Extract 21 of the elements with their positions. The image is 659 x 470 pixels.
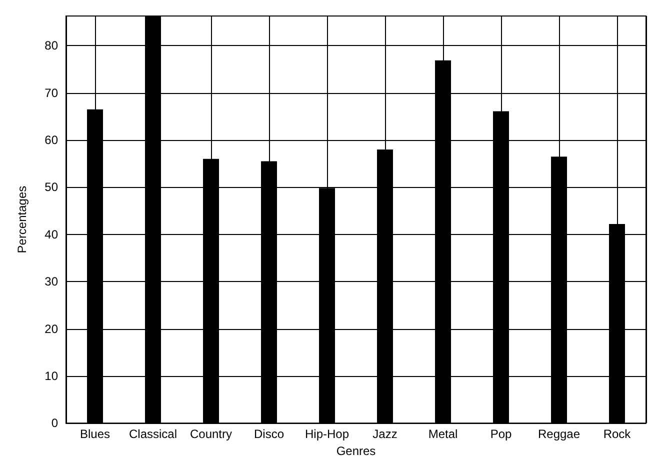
y-tick-label: 50 [44,180,58,194]
x-axis-title: Genres [336,444,376,458]
y-tick-label: 0 [51,416,58,430]
x-tick-label: Metal [428,427,458,442]
y-tick-label: 80 [44,38,58,53]
y-tick-label: 10 [44,368,58,383]
y-tick-label: 70 [44,86,58,100]
y-tick-label: 20 [44,322,58,336]
x-tick-label: Jazz [372,427,398,442]
x-tick-label: Rock [603,427,632,442]
x-tick-label: Classical [128,427,178,442]
x-tick-label: Pop [490,427,512,442]
x-tick-label: Disco [254,427,284,442]
x-tick-label: Hip-Hop [304,427,350,442]
x-tick-label: Reggae [538,427,580,442]
y-tick-label: 40 [44,227,58,242]
y-tick-label: 30 [44,274,58,289]
y-tick-label: 60 [44,133,58,148]
x-tick-label: Country [190,427,232,442]
x-tick-label: Blues [80,427,110,442]
y-axis-title: Percentages [15,186,29,254]
